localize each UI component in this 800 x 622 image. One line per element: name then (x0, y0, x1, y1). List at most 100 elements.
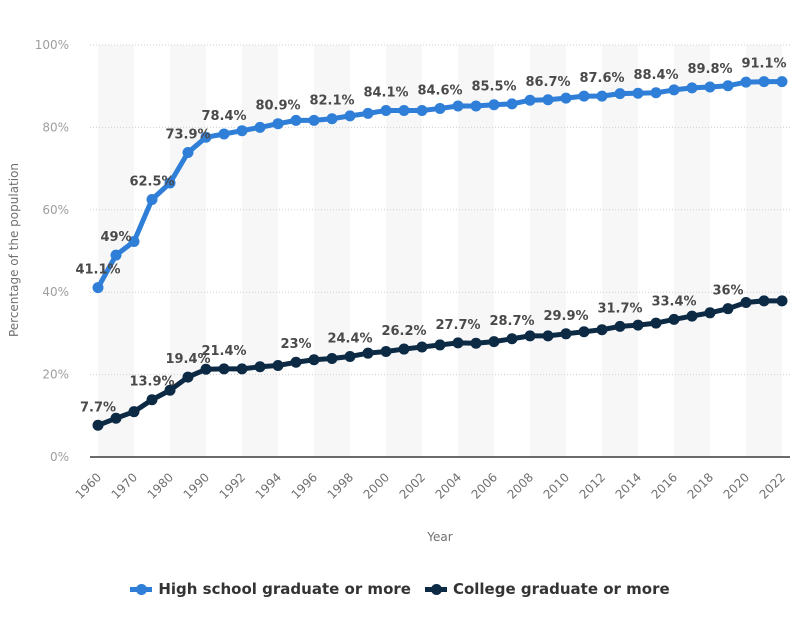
data-point (578, 90, 590, 102)
data-point (470, 100, 482, 112)
x-tick-label: 2014 (613, 470, 644, 501)
data-label: 80.9% (255, 99, 300, 114)
data-point (362, 347, 374, 359)
background-band (674, 45, 710, 457)
data-point (254, 361, 266, 373)
data-point (380, 105, 392, 117)
data-point (776, 76, 788, 88)
gridlines (90, 44, 790, 458)
data-point (326, 353, 338, 365)
data-point (290, 356, 302, 368)
x-axis-title: Year (426, 530, 452, 544)
data-point (740, 76, 752, 88)
data-point (758, 295, 770, 307)
x-tick-label: 2008 (505, 470, 536, 501)
data-point (200, 363, 212, 375)
x-tick-label: 1960 (73, 470, 104, 501)
data-point (128, 236, 140, 248)
legend: High school graduate or more College gra… (0, 580, 800, 598)
data-label: 78.4% (201, 109, 246, 124)
data-point (326, 113, 338, 125)
data-point (164, 384, 176, 396)
data-point (254, 121, 266, 133)
data-point (92, 419, 104, 431)
legend-item-high-school[interactable]: High school graduate or more (130, 580, 411, 598)
data-label: 91.1% (741, 57, 786, 72)
data-label: 27.7% (435, 318, 480, 333)
data-point (146, 194, 158, 205)
data-point (128, 406, 140, 418)
data-label: 88.4% (633, 68, 678, 83)
legend-line-dot-icon (424, 583, 447, 595)
data-label: 7.7% (80, 400, 116, 415)
data-point (164, 177, 176, 189)
series-high-school (92, 76, 788, 294)
data-label: 19.4% (165, 352, 210, 367)
data-point (686, 82, 698, 94)
data-point (506, 333, 518, 345)
data-label: 41.1% (75, 263, 120, 278)
data-point (290, 114, 302, 126)
data-point (650, 317, 662, 329)
data-point (542, 330, 554, 342)
x-tick-label: 2006 (469, 470, 500, 501)
data-label: 89.8% (687, 62, 732, 77)
data-label: 82.1% (309, 94, 354, 109)
data-point (758, 76, 770, 88)
data-point (344, 350, 356, 362)
data-point (578, 326, 590, 338)
x-tick-label: 2012 (577, 470, 608, 501)
data-label: 23% (280, 337, 311, 352)
data-point (434, 102, 446, 114)
data-label: 36% (712, 284, 743, 299)
data-point (560, 92, 572, 104)
data-label: 21.4% (201, 344, 246, 359)
data-point (434, 339, 446, 351)
data-label: 26.2% (381, 324, 426, 339)
data-point (398, 343, 410, 355)
data-point (380, 346, 392, 358)
legend-line-dot-icon (130, 583, 153, 595)
x-tick-label: 1970 (109, 470, 140, 501)
data-point (416, 341, 428, 353)
x-tick-label: 2016 (649, 470, 680, 501)
x-tick-label: 1996 (289, 470, 320, 501)
background-band (602, 45, 638, 457)
data-point (272, 118, 284, 130)
background-band (170, 45, 206, 457)
data-label: 87.6% (579, 71, 624, 86)
data-point (218, 128, 230, 140)
y-axis-title: Percentage of the population (7, 163, 21, 337)
data-point (650, 87, 662, 99)
data-point (614, 88, 626, 100)
data-point (704, 81, 716, 93)
data-point (308, 354, 320, 366)
y-tick-label: 80% (42, 120, 69, 134)
data-point (92, 282, 104, 294)
data-point (470, 337, 482, 349)
legend-item-college[interactable]: College graduate or more (424, 580, 670, 598)
y-tick-label: 0% (50, 450, 69, 464)
data-point (722, 80, 734, 92)
data-label: 62.5% (129, 175, 174, 190)
data-point (488, 336, 500, 348)
background-bands (98, 45, 782, 457)
data-point (704, 307, 716, 319)
data-label: 33.4% (651, 294, 696, 309)
x-tick-label: 1992 (217, 470, 248, 501)
y-tick-label: 40% (42, 285, 69, 299)
series-college (92, 295, 788, 431)
x-tick-label: 2020 (721, 470, 752, 501)
data-point (308, 114, 320, 126)
data-point (740, 297, 752, 308)
y-axis-ticks: 0% 20% 40% 60% 80% 100% (35, 38, 69, 464)
legend-label: College graduate or more (452, 580, 670, 598)
data-point (686, 310, 698, 322)
x-tick-label: 1994 (253, 470, 284, 501)
data-label: 85.5% (471, 80, 516, 95)
data-label: 73.9% (165, 128, 210, 143)
x-tick-label: 2004 (433, 470, 464, 501)
legend-label: High school graduate or more (158, 580, 411, 598)
data-label: 84.1% (363, 86, 408, 101)
x-tick-label: 2000 (361, 470, 392, 501)
